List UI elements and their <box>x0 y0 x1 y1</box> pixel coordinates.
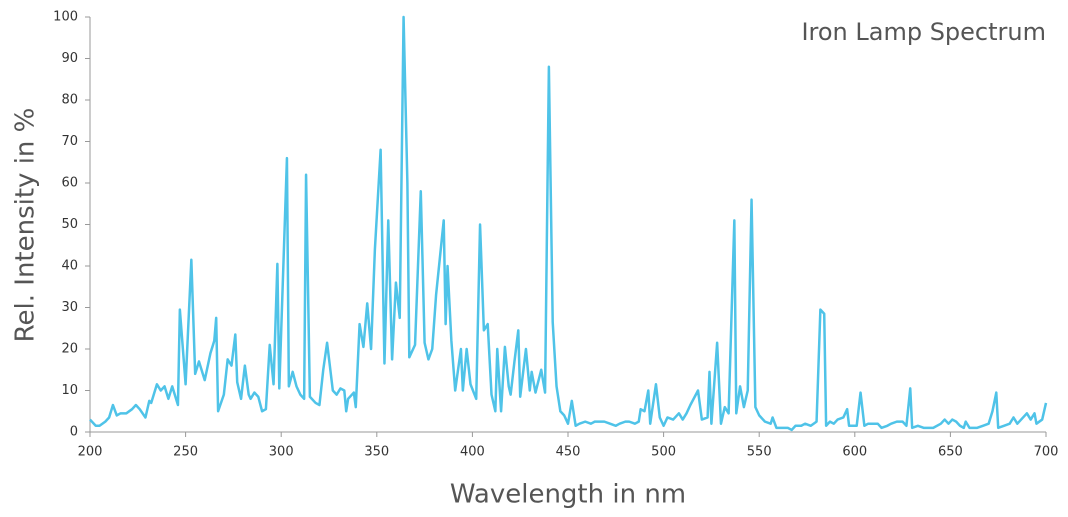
x-tick-label: 600 <box>842 445 867 460</box>
x-tick-label: 300 <box>269 445 294 460</box>
y-tick-label: 90 <box>61 51 78 66</box>
x-tick-label: 250 <box>173 445 198 460</box>
y-tick-label: 0 <box>70 425 78 440</box>
y-tick-label: 70 <box>61 134 78 149</box>
x-tick-label: 200 <box>78 445 103 460</box>
y-tick-label: 30 <box>61 300 78 315</box>
x-tick-label: 350 <box>364 445 389 460</box>
y-tick-label: 10 <box>61 383 78 398</box>
y-tick-label: 20 <box>61 342 78 357</box>
y-tick-label: 60 <box>61 176 78 191</box>
y-axis-title: Rel. Intensity in % <box>11 108 41 343</box>
y-tick-label: 80 <box>61 93 78 108</box>
y-tick-label: 100 <box>53 10 78 25</box>
x-tick-label: 450 <box>556 445 581 460</box>
x-tick-label: 550 <box>747 445 772 460</box>
y-tick-label: 40 <box>61 259 78 274</box>
x-tick-label: 400 <box>460 445 485 460</box>
y-tick-label: 50 <box>61 217 78 232</box>
x-tick-label: 700 <box>1034 445 1059 460</box>
chart-title: Iron Lamp Spectrum <box>801 18 1046 46</box>
x-tick-label: 650 <box>938 445 963 460</box>
x-tick-label: 500 <box>651 445 676 460</box>
x-axis-title: Wavelength in nm <box>450 480 686 510</box>
spectrum-line <box>89 15 1048 432</box>
